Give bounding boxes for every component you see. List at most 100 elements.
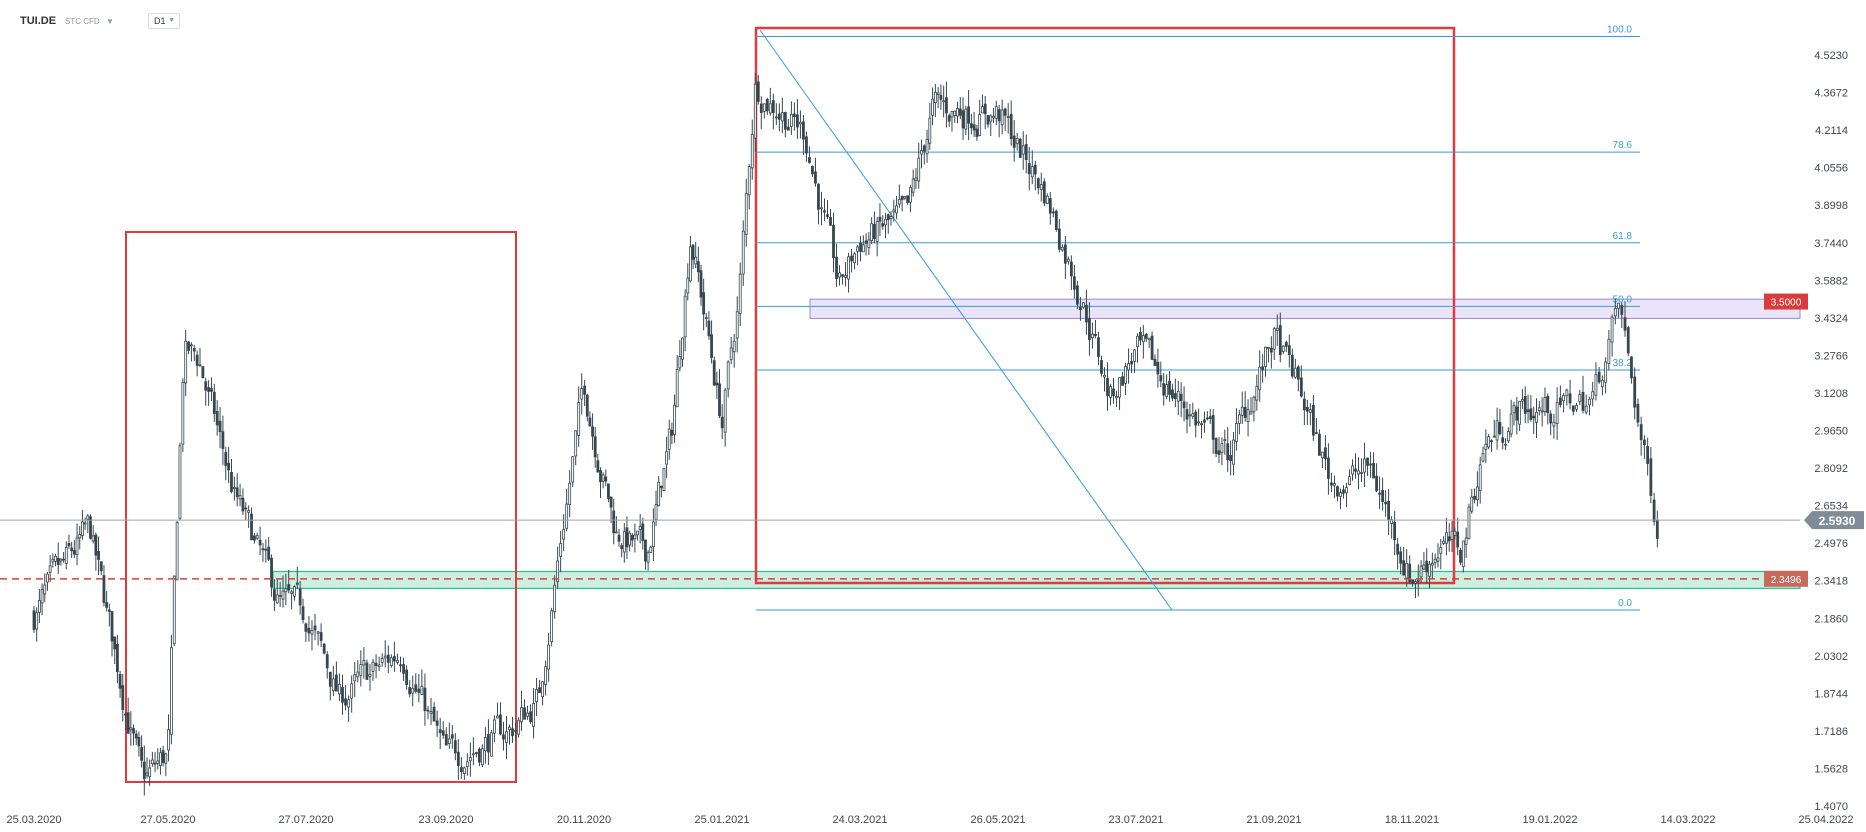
- candle-body: [1024, 144, 1028, 161]
- candle-body: [553, 584, 557, 613]
- candle-body: [62, 558, 65, 561]
- fib-level-label: 38.2: [1613, 358, 1633, 369]
- y-tick-label: 2.3418: [1814, 576, 1848, 588]
- candle-body: [307, 627, 311, 634]
- candle-body: [808, 157, 811, 163]
- candle-body: [792, 113, 796, 118]
- fibonacci-layer: 100.0 78.6 61.8 50.0 38.2 0.0: [756, 24, 1640, 611]
- candle-body: [1042, 181, 1046, 204]
- candle-body: [453, 740, 457, 754]
- candle-body: [1109, 386, 1112, 398]
- candle-body: [1076, 285, 1079, 305]
- candle-body: [37, 600, 41, 613]
- candle-body: [1136, 335, 1139, 348]
- candle-body: [1652, 499, 1656, 522]
- candle-body: [295, 582, 299, 585]
- candle-body: [423, 687, 427, 711]
- candle-body: [718, 383, 721, 417]
- candle-body: [1208, 416, 1212, 419]
- candle-body: [1655, 519, 1659, 539]
- candle-body: [1620, 305, 1624, 315]
- candle-body: [950, 110, 954, 118]
- candle-body: [1139, 331, 1142, 341]
- candle-body: [1623, 317, 1627, 331]
- x-tick-label: 20.11.2020: [557, 814, 611, 826]
- candle-body: [1546, 395, 1550, 414]
- candle-body: [1278, 325, 1282, 355]
- consolidation-box-2021: [754, 26, 1456, 585]
- candle-body: [665, 451, 669, 465]
- timeframe-select[interactable]: D1 ▼: [148, 13, 180, 29]
- candle-body: [72, 550, 76, 555]
- instrument-type-label[interactable]: STC CFD: [65, 17, 100, 26]
- candle-body: [1079, 306, 1082, 311]
- candle-body: [620, 545, 624, 550]
- candle-body: [571, 456, 575, 483]
- candle-body: [59, 558, 63, 562]
- candle-body: [601, 474, 605, 482]
- candle-body: [945, 97, 948, 114]
- candle-body: [1430, 562, 1434, 566]
- candle-body: [657, 481, 661, 507]
- candle-body: [471, 753, 475, 756]
- candle-body: [1330, 482, 1333, 486]
- y-tick-label: 3.7440: [1814, 238, 1848, 250]
- fib-level-label: 0.0: [1618, 598, 1632, 609]
- candle-body: [829, 217, 832, 226]
- candle-body: [365, 662, 369, 680]
- candle-body: [747, 166, 751, 196]
- candle-body: [933, 91, 937, 104]
- candle-body: [694, 256, 698, 265]
- candle-body: [683, 295, 687, 338]
- candle-body: [54, 555, 57, 562]
- y-tick-label: 4.0556: [1814, 163, 1848, 175]
- candle-body: [493, 719, 496, 734]
- candle-body: [1581, 391, 1585, 411]
- candle-body: [1610, 316, 1614, 343]
- candle-body: [741, 230, 745, 275]
- candle-body: [906, 195, 910, 203]
- candle-body: [126, 712, 130, 734]
- candle-body: [1006, 116, 1010, 118]
- candle-body: [1094, 333, 1097, 337]
- candle-body: [895, 205, 898, 214]
- candle-body: [1176, 390, 1180, 402]
- y-tick-label: 4.3672: [1814, 88, 1848, 100]
- candle-body: [1445, 532, 1448, 544]
- candle-body: [1504, 443, 1507, 446]
- candle-body: [799, 121, 802, 125]
- candle-body: [1197, 421, 1201, 424]
- candle-body: [322, 643, 326, 654]
- candle-body: [1540, 410, 1544, 413]
- candles-layer: [32, 72, 1659, 796]
- candle-body: [547, 644, 551, 670]
- candle-body: [456, 751, 460, 767]
- candle-body: [1191, 413, 1195, 417]
- candle-body: [544, 666, 548, 685]
- candle-body: [1003, 108, 1007, 116]
- symbol-label[interactable]: TUI.DE: [20, 15, 57, 27]
- candle-body: [78, 534, 82, 539]
- candle-body: [1646, 446, 1650, 464]
- candle-body: [250, 513, 253, 541]
- candle-body: [46, 573, 49, 583]
- candle-body: [1422, 564, 1426, 570]
- candle-body: [1185, 409, 1189, 420]
- candle-body: [762, 103, 766, 112]
- candle-body: [897, 199, 901, 205]
- candle-body: [1311, 404, 1315, 436]
- y-tick-label: 3.5882: [1814, 275, 1848, 287]
- candle-body: [529, 711, 532, 723]
- candle-body: [903, 196, 907, 199]
- candle-body: [94, 534, 98, 556]
- y-tick-label: 3.1208: [1814, 388, 1848, 400]
- fib-level-label: 100.0: [1607, 24, 1632, 35]
- candle-body: [1384, 501, 1388, 505]
- y-tick-label: 3.8998: [1814, 200, 1848, 212]
- candle-body: [1521, 399, 1524, 402]
- candle-body: [577, 402, 581, 436]
- candle-body: [958, 108, 962, 116]
- candle-body: [1464, 537, 1468, 545]
- chevron-down-icon[interactable]: ▼: [106, 17, 114, 26]
